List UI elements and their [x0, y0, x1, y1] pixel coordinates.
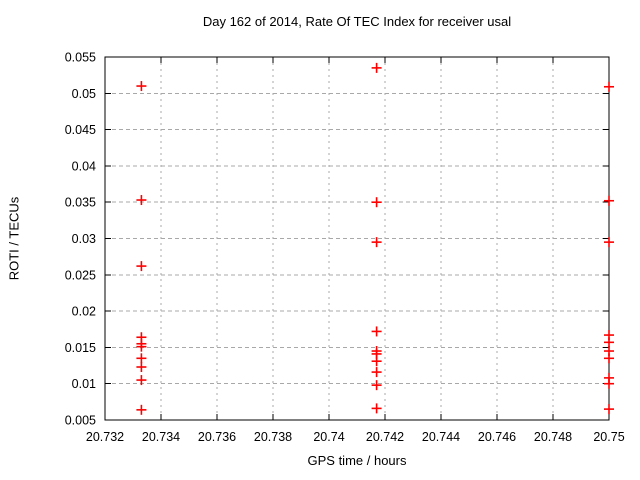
- data-point-roti: [136, 362, 147, 373]
- data-point-roti: [371, 326, 382, 337]
- x-tick-label: 20.734: [142, 430, 180, 444]
- data-point-roti: [136, 375, 147, 386]
- data-point-roti: [604, 337, 614, 348]
- y-tick-label: 0.055: [65, 51, 96, 65]
- y-tick-label: 0.045: [65, 123, 96, 137]
- y-tick-label: 0.03: [72, 232, 96, 246]
- x-axis-label: GPS time / hours: [307, 453, 407, 468]
- data-point-roti: [371, 356, 382, 367]
- y-tick-label: 0.035: [65, 196, 96, 210]
- x-tick-label: 20.746: [478, 430, 516, 444]
- data-point-roti: [136, 341, 147, 352]
- data-point-roti: [604, 237, 614, 248]
- x-tick-label: 20.742: [366, 430, 404, 444]
- y-tick-label: 0.05: [72, 87, 96, 101]
- x-tick-label: 20.736: [198, 430, 236, 444]
- y-tick-label: 0.01: [72, 377, 96, 391]
- x-tick-label: 20.74: [313, 430, 344, 444]
- data-point-roti: [604, 378, 614, 389]
- x-tick-label: 20.75: [593, 430, 624, 444]
- data-point-roti: [371, 367, 382, 378]
- y-tick-label: 0.04: [72, 159, 96, 173]
- data-point-roti: [604, 195, 614, 206]
- data-point-roti: [604, 404, 614, 415]
- y-tick-label: 0.005: [65, 414, 96, 428]
- x-tick-label: 20.732: [86, 430, 124, 444]
- data-point-roti: [371, 62, 382, 73]
- data-point-roti: [371, 403, 382, 414]
- y-tick-label: 0.015: [65, 341, 96, 355]
- data-point-roti: [136, 195, 147, 206]
- data-point-roti: [136, 81, 147, 92]
- data-point-roti: [371, 380, 382, 391]
- data-point-roti: [604, 353, 614, 364]
- data-point-roti: [136, 404, 147, 415]
- chart-title: Day 162 of 2014, Rate Of TEC Index for r…: [202, 14, 512, 29]
- y-tick-label: 0.025: [65, 268, 96, 282]
- x-tick-label: 20.744: [422, 430, 460, 444]
- data-point-roti: [136, 261, 147, 272]
- x-tick-label: 20.748: [534, 430, 572, 444]
- data-point-roti: [371, 197, 382, 208]
- data-point-roti: [136, 353, 147, 364]
- data-point-roti: [371, 237, 382, 248]
- data-point-roti: [604, 81, 614, 92]
- y-tick-label: 0.02: [72, 305, 96, 319]
- x-tick-label: 20.738: [254, 430, 292, 444]
